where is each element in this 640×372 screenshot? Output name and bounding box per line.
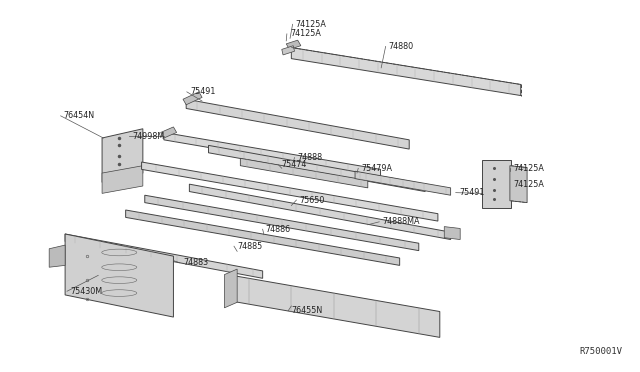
Polygon shape [183,92,202,105]
Polygon shape [209,145,425,192]
Polygon shape [125,210,399,265]
Polygon shape [282,46,294,55]
Polygon shape [102,166,143,193]
Polygon shape [164,132,381,177]
Polygon shape [145,195,419,251]
Text: 74125A: 74125A [290,29,321,38]
Polygon shape [65,234,173,317]
Polygon shape [228,275,440,337]
Polygon shape [141,162,438,221]
Text: 74888: 74888 [298,153,323,162]
Text: 75479A: 75479A [362,164,392,173]
Polygon shape [161,127,177,138]
Text: 74998M: 74998M [132,132,164,141]
Polygon shape [510,166,527,203]
Text: 74885: 74885 [237,242,262,251]
Polygon shape [444,227,460,240]
Text: 74888MA: 74888MA [383,217,420,226]
Polygon shape [355,171,451,195]
Text: 74880: 74880 [389,42,414,51]
Polygon shape [189,184,451,240]
Polygon shape [483,160,511,208]
Text: 76455N: 76455N [291,306,323,315]
Text: 75474: 75474 [282,160,307,170]
Polygon shape [225,269,237,308]
Text: 76454N: 76454N [64,111,95,121]
Text: 74125A: 74125A [296,20,326,29]
Text: 75650: 75650 [300,196,325,205]
Text: 75491: 75491 [190,87,216,96]
Text: 75491: 75491 [459,188,484,197]
Polygon shape [186,99,409,149]
Polygon shape [286,40,301,49]
Polygon shape [291,48,521,96]
Text: 74886: 74886 [266,225,291,234]
Text: R750001V: R750001V [580,347,623,356]
Text: 74883: 74883 [183,258,208,267]
Polygon shape [49,245,65,267]
Polygon shape [102,129,143,182]
Text: 74125A: 74125A [513,164,544,173]
Polygon shape [241,158,368,188]
Polygon shape [65,234,262,278]
Text: 75430M: 75430M [70,287,102,296]
Text: 74125A: 74125A [513,180,544,189]
